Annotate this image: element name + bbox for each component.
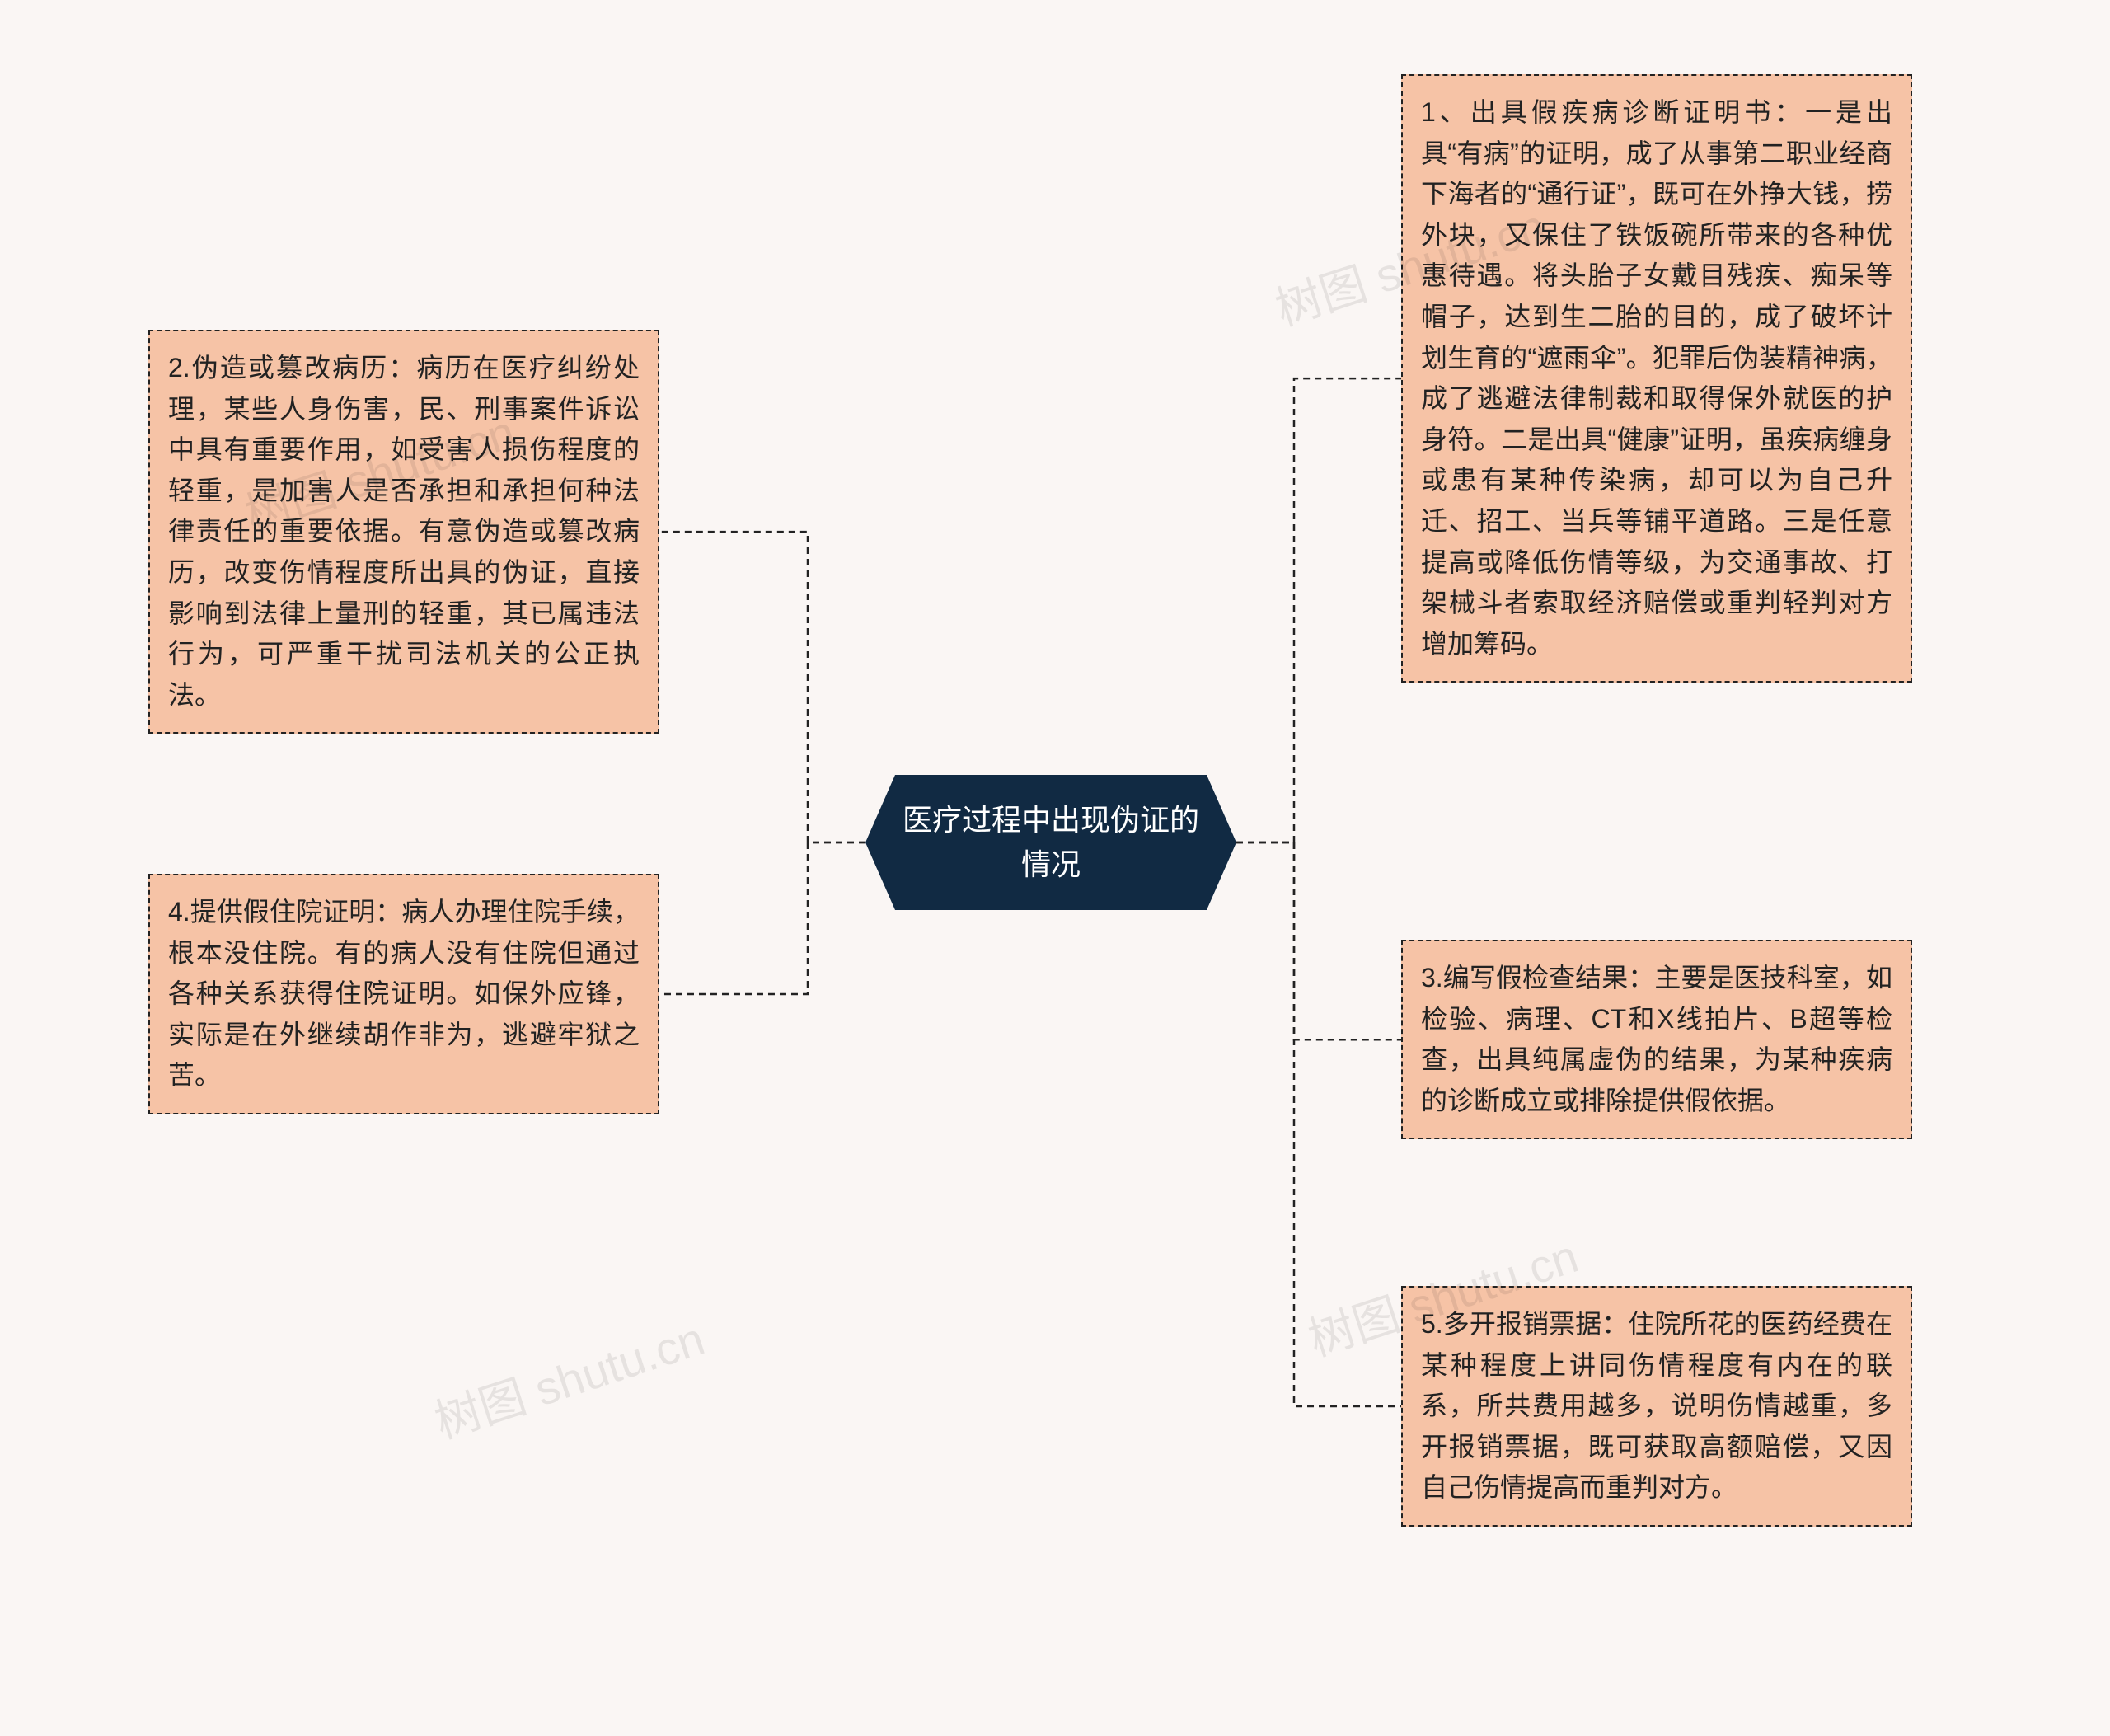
node-5-excess-receipts: 5.多开报销票据：住院所花的医药经费在某种程度上讲同伤情程度有内在的联系，所共费… bbox=[1401, 1286, 1912, 1527]
node-2-text: 2.伪造或篡改病历：病历在医疗纠纷处理，某些人身伤害，民、刑事案件诉讼中具有重要… bbox=[168, 353, 640, 710]
node-3-text: 3.编写假检查结果：主要是医技科室，如检验、病理、CT和X线拍片、B超等检查，出… bbox=[1421, 963, 1892, 1115]
node-4-false-hospitalization: 4.提供假住院证明：病人办理住院手续，根本没住院。有的病人没有住院但通过各种关系… bbox=[148, 874, 659, 1114]
watermark: 树图 shutu.cn bbox=[425, 1302, 712, 1452]
node-5-text: 5.多开报销票据：住院所花的医药经费在某种程度上讲同伤情程度有内在的联系，所共费… bbox=[1421, 1309, 1892, 1502]
central-topic: 医疗过程中出现伪证的情况 bbox=[865, 775, 1236, 910]
node-2-forge-records: 2.伪造或篡改病历：病历在医疗纠纷处理，某些人身伤害，民、刑事案件诉讼中具有重要… bbox=[148, 330, 659, 734]
node-1-false-diagnosis-cert: 1、出具假疾病诊断证明书：一是出具“有病”的证明，成了从事第二职业经商下海者的“… bbox=[1401, 74, 1912, 683]
node-1-text: 1、出具假疾病诊断证明书：一是出具“有病”的证明，成了从事第二职业经商下海者的“… bbox=[1421, 97, 1892, 659]
node-3-fake-test-results: 3.编写假检查结果：主要是医技科室，如检验、病理、CT和X线拍片、B超等检查，出… bbox=[1401, 940, 1912, 1139]
central-topic-text: 医疗过程中出现伪证的情况 bbox=[903, 803, 1199, 881]
mindmap-canvas: 医疗过程中出现伪证的情况 1、出具假疾病诊断证明书：一是出具“有病”的证明，成了… bbox=[0, 0, 2110, 1736]
node-4-text: 4.提供假住院证明：病人办理住院手续，根本没住院。有的病人没有住院但通过各种关系… bbox=[168, 897, 640, 1090]
